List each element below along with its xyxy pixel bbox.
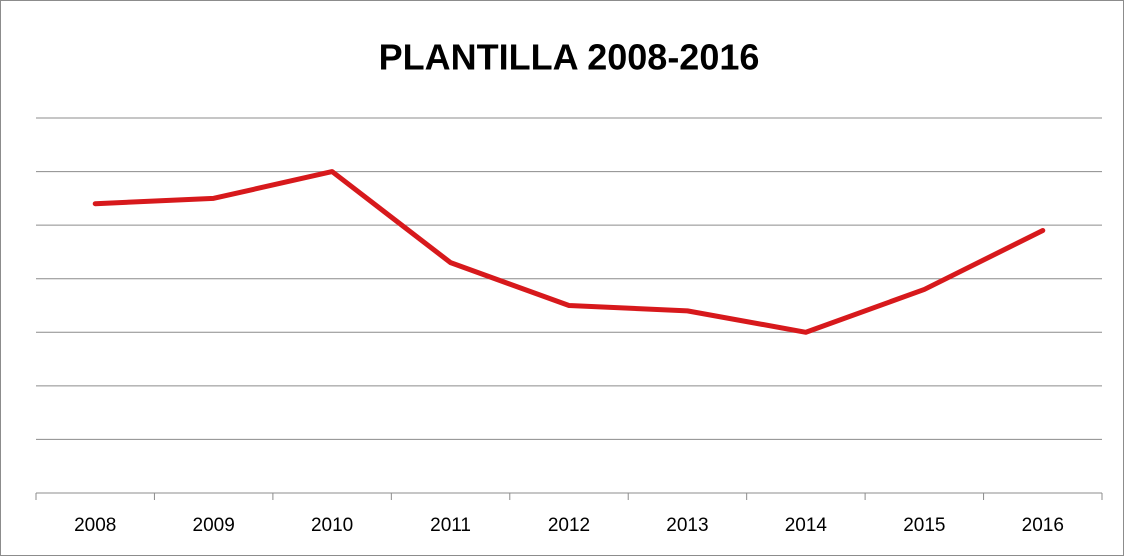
x-tick-label: 2010 xyxy=(311,515,353,536)
x-tick-label: 2016 xyxy=(1022,515,1064,536)
x-tick-label: 2012 xyxy=(548,515,590,536)
x-tick-label: 2011 xyxy=(430,515,471,536)
line-series xyxy=(92,169,1046,335)
x-tick-label: 2008 xyxy=(74,515,116,536)
x-tick-label: 2015 xyxy=(903,515,945,536)
x-tick-label: 2013 xyxy=(666,515,708,536)
chart-title: PLANTILLA 2008-2016 xyxy=(379,37,760,78)
x-tick-label: 2014 xyxy=(785,515,828,536)
x-tick-label: 2009 xyxy=(193,515,235,536)
